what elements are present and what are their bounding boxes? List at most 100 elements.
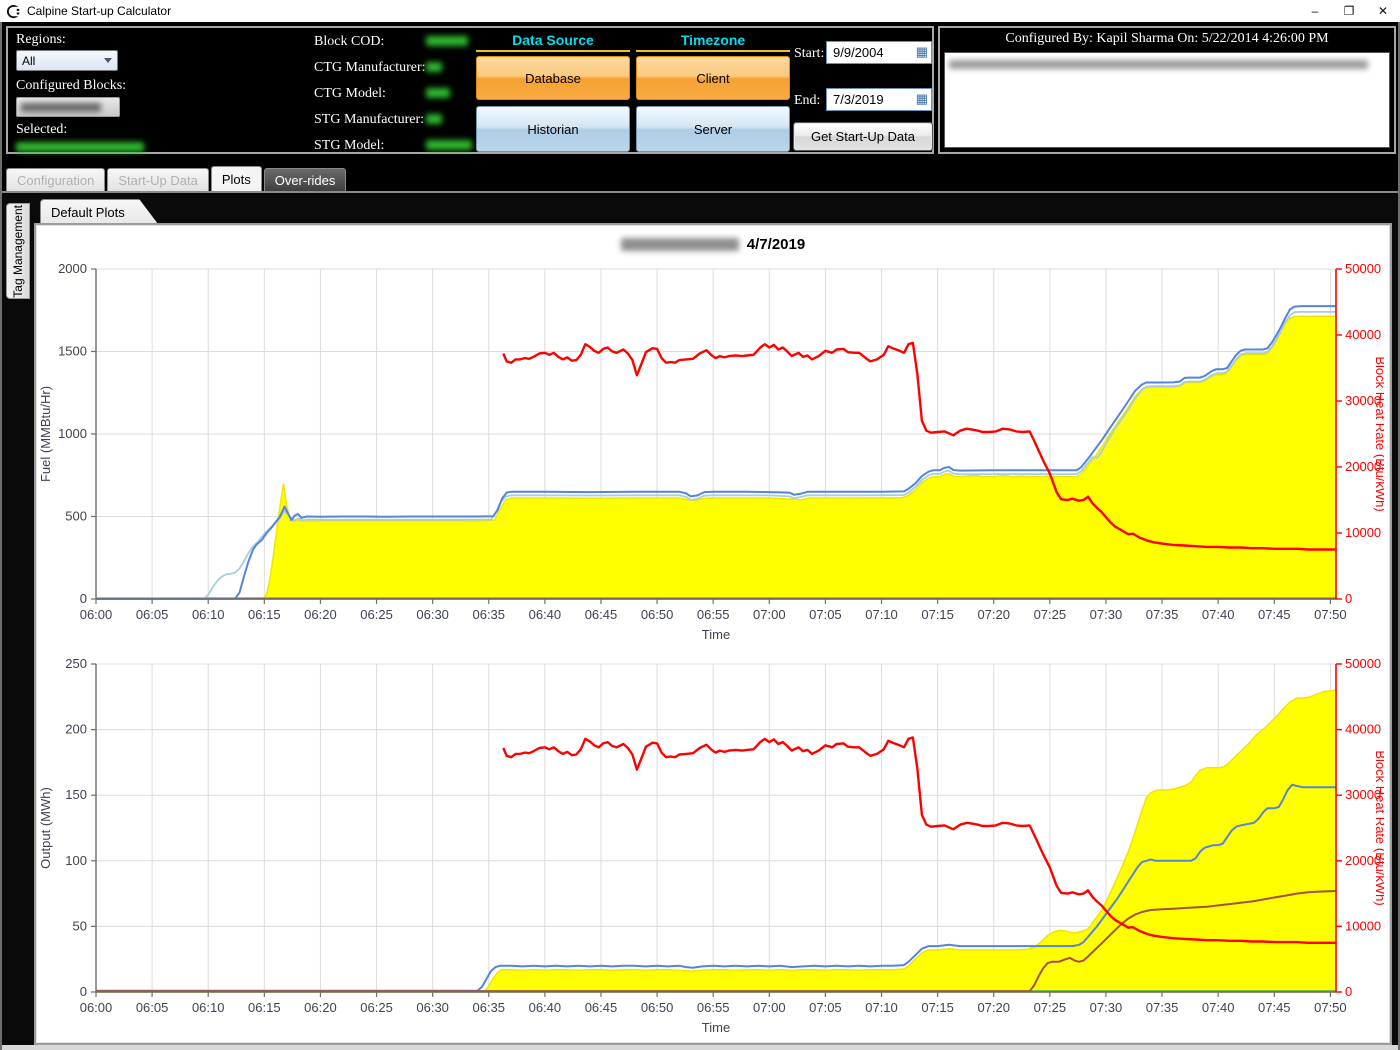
svg-text:06:00: 06:00 [80,1000,113,1015]
svg-text:06:40: 06:40 [529,607,562,622]
configured-by-panel: Configured By: Kapil Sharma On: 5/22/201… [938,26,1396,154]
svg-text:Time: Time [702,627,730,642]
end-date-input[interactable]: 7/3/2019 ▦ [826,88,932,111]
svg-text:Output (MWh): Output (MWh) [38,787,53,869]
svg-text:06:05: 06:05 [136,607,169,622]
svg-text:06:25: 06:25 [360,1000,393,1015]
svg-text:07:45: 07:45 [1258,1000,1291,1015]
svg-text:1500: 1500 [58,344,87,359]
output-chart: 0 50 100 150 200 250 0 10000 20000 30000 40000 5000… [38,656,1388,1035]
calendar-icon[interactable]: ▦ [915,44,928,59]
svg-text:06:05: 06:05 [136,1000,169,1015]
svg-text:10000: 10000 [1345,525,1381,540]
series-stg-output [96,890,1337,993]
title-bar: Calpine Start-up Calculator – ❐ ✕ [0,0,1400,22]
app-frame: Regions: All Configured Blocks: Selected… [0,22,1400,1050]
svg-text:0: 0 [80,984,87,999]
svg-text:07:00: 07:00 [753,1000,786,1015]
start-label: Start: [794,46,825,61]
plots-page: Tag Management Default Plots 4/7/2019 0 5… [2,191,1398,1050]
tab-plots[interactable]: Plots [210,166,262,191]
start-date-input[interactable]: 9/9/2004 ▦ [826,41,932,64]
close-button[interactable]: ✕ [1377,4,1389,18]
stg-model-label: STG Model: [314,138,385,153]
svg-text:06:45: 06:45 [585,607,618,622]
svg-text:06:30: 06:30 [416,607,449,622]
svg-text:07:05: 07:05 [809,607,842,622]
plot-title-date: 4/7/2019 [746,235,806,253]
svg-text:50000: 50000 [1345,261,1381,276]
configuration-notes-box[interactable] [944,52,1390,148]
svg-text:0: 0 [1345,984,1352,999]
svg-text:07:35: 07:35 [1146,1000,1179,1015]
series-total-output-area [96,689,1337,993]
default-plots-tab[interactable]: Default Plots [40,199,158,224]
svg-text:06:55: 06:55 [697,1000,730,1015]
svg-text:07:50: 07:50 [1314,1000,1347,1015]
server-button[interactable]: Server [636,106,790,152]
restore-button[interactable]: ❐ [1343,4,1355,18]
svg-text:500: 500 [65,509,87,524]
configured-blocks-dropdown-redacted[interactable] [16,97,120,117]
svg-text:50: 50 [73,918,87,933]
svg-text:06:20: 06:20 [304,1000,337,1015]
series-ctg-output [96,783,1336,992]
svg-text:30000: 30000 [1345,393,1381,408]
svg-text:06:20: 06:20 [304,607,337,622]
app-logo-icon [6,4,20,18]
timezone-title: Timezone [636,32,790,52]
series-block-heat-rate [502,736,1336,944]
block-cod-label: Block COD: [314,34,385,49]
svg-text:07:30: 07:30 [1090,1000,1123,1015]
svg-text:07:00: 07:00 [753,607,786,622]
svg-text:50000: 50000 [1345,656,1381,671]
tag-management-label: Tag Management [11,204,25,298]
header-main-panel: Regions: All Configured Blocks: Selected… [6,26,934,154]
svg-text:Block Heat Rate (Btu/kWh): Block Heat Rate (Btu/kWh) [1373,356,1384,511]
client-button[interactable]: Client [636,56,790,100]
svg-text:06:00: 06:00 [80,607,113,622]
tab-startup-data[interactable]: Start-Up Data [107,168,209,191]
minimize-button[interactable]: – [1311,4,1319,18]
series-ctg-fuel [96,305,1336,600]
svg-text:06:15: 06:15 [248,1000,281,1015]
tab-overrides[interactable]: Over-rides [263,168,347,191]
get-startup-data-button[interactable]: Get Start-Up Data [793,122,933,151]
database-button[interactable]: Database [476,56,630,100]
svg-text:40000: 40000 [1345,327,1381,342]
svg-text:Block Heat Rate (Btu/kWh): Block Heat Rate (Btu/kWh) [1373,750,1384,905]
svg-text:0: 0 [1345,591,1352,606]
svg-text:07:15: 07:15 [921,607,954,622]
regions-dropdown-value: All [22,53,36,68]
svg-text:06:25: 06:25 [360,607,393,622]
svg-text:06:10: 06:10 [192,607,225,622]
svg-text:06:50: 06:50 [641,607,674,622]
header: Regions: All Configured Blocks: Selected… [2,22,1398,162]
svg-text:07:05: 07:05 [809,1000,842,1015]
tab-configuration[interactable]: Configuration [6,168,106,191]
configured-blocks-label: Configured Blocks: [16,78,127,93]
historian-button[interactable]: Historian [476,106,630,152]
svg-text:07:25: 07:25 [1034,607,1067,622]
svg-text:07:40: 07:40 [1202,1000,1235,1015]
svg-text:07:20: 07:20 [977,607,1010,622]
plot-panel: 4/7/2019 0 500 1000 1500 2000 0 10000 20000 3000… [34,223,1392,1045]
svg-text:200: 200 [65,722,87,737]
svg-text:06:15: 06:15 [248,607,281,622]
configured-by-text: Configured By: Kapil Sharma On: 5/22/201… [1005,31,1329,46]
regions-label: Regions: [16,32,66,47]
svg-text:40000: 40000 [1345,722,1381,737]
svg-text:20000: 20000 [1345,459,1381,474]
calendar-icon[interactable]: ▦ [915,91,928,106]
svg-text:1000: 1000 [58,426,87,441]
regions-dropdown[interactable]: All [16,50,118,71]
svg-text:06:10: 06:10 [192,1000,225,1015]
svg-text:07:15: 07:15 [921,1000,954,1015]
svg-text:20000: 20000 [1345,853,1381,868]
bottom-strip [2,1045,1398,1050]
svg-text:06:50: 06:50 [641,1000,674,1015]
tag-management-side-tab[interactable]: Tag Management [6,203,30,299]
chevron-down-icon [104,58,112,63]
svg-text:250: 250 [65,656,87,671]
svg-text:06:35: 06:35 [472,607,505,622]
